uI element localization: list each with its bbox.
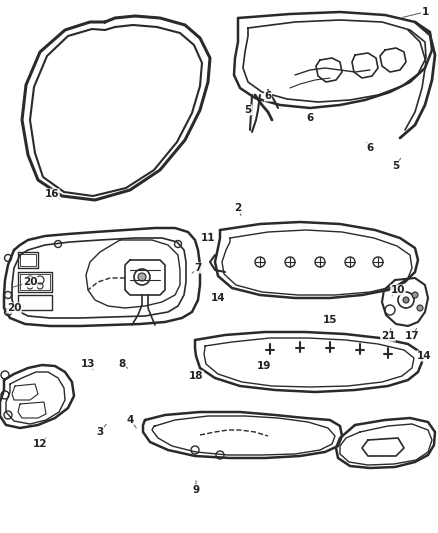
Text: 16: 16 [45, 189, 59, 199]
Circle shape [403, 297, 409, 303]
Text: 6: 6 [306, 113, 314, 123]
Text: 18: 18 [189, 371, 203, 381]
Text: 6: 6 [265, 91, 272, 101]
Text: 11: 11 [201, 233, 215, 243]
Text: 10: 10 [391, 285, 405, 295]
Text: 9: 9 [192, 485, 200, 495]
Circle shape [417, 305, 423, 311]
Text: 15: 15 [323, 315, 337, 325]
Text: 5: 5 [244, 105, 251, 115]
Text: 21: 21 [381, 331, 395, 341]
Text: 17: 17 [405, 331, 419, 341]
Text: 6: 6 [366, 143, 374, 153]
Text: 7: 7 [194, 263, 201, 273]
Text: 14: 14 [211, 293, 225, 303]
Text: 1: 1 [421, 7, 429, 17]
Text: 4: 4 [126, 415, 134, 425]
Text: 5: 5 [392, 161, 399, 171]
Text: 12: 12 [33, 439, 47, 449]
Text: 19: 19 [257, 361, 271, 371]
Text: 13: 13 [81, 359, 95, 369]
Text: 8: 8 [118, 359, 126, 369]
Circle shape [138, 273, 146, 281]
Text: 14: 14 [417, 351, 431, 361]
Text: 20: 20 [7, 303, 21, 313]
Circle shape [397, 285, 403, 291]
Text: 3: 3 [96, 427, 104, 437]
Text: 20: 20 [23, 277, 37, 287]
Circle shape [412, 292, 418, 298]
Text: 2: 2 [234, 203, 242, 213]
